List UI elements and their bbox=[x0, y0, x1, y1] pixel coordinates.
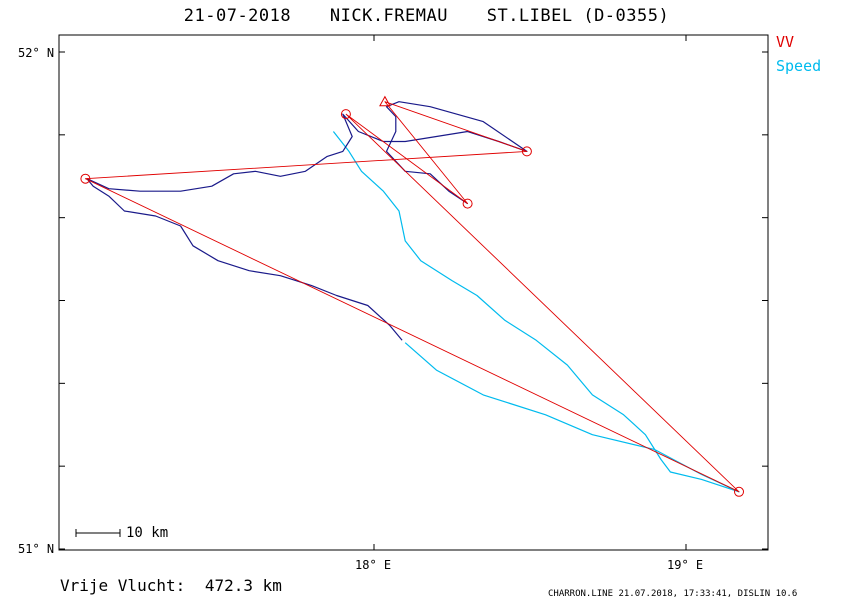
flight-track bbox=[86, 101, 528, 341]
task-points-layer bbox=[80, 95, 744, 497]
plot-frame bbox=[58, 34, 769, 551]
turnpoint-marker bbox=[521, 146, 532, 157]
turnpoint-marker bbox=[462, 198, 473, 209]
distance-label: Vrije Vlucht: bbox=[60, 576, 186, 595]
legend-speed: Speed bbox=[776, 57, 822, 75]
pilot-name: NICK.FREMAU bbox=[329, 6, 448, 26]
speed-track-layer bbox=[332, 131, 740, 493]
turnpoint-marker bbox=[734, 486, 744, 497]
turnpoint-marker bbox=[340, 109, 351, 120]
distance-value: 472.3 km bbox=[204, 576, 282, 595]
scale-label: 10 km bbox=[126, 525, 169, 541]
free-flight-distance: Vrije Vlucht: 472.3 km bbox=[60, 576, 292, 595]
lat-label-top: 52° N bbox=[18, 46, 55, 60]
footer-info: CHARRON.LINE 21.07.2018, 17:33:41, DISLI… bbox=[548, 589, 798, 599]
lon-label-18: 18° E bbox=[355, 558, 392, 572]
speed-track bbox=[332, 131, 740, 493]
map-title: 21-07-2018 NICK.FREMAU ST.LIBEL (D-0355) bbox=[0, 6, 853, 26]
task-route-layer bbox=[84, 101, 740, 493]
track-layer bbox=[86, 101, 528, 341]
legend-vv: VV bbox=[776, 33, 795, 51]
task-route bbox=[84, 101, 740, 493]
lon-label-19: 19° E bbox=[667, 558, 704, 572]
turnpoint-marker bbox=[80, 173, 91, 184]
axis-ticks bbox=[59, 35, 768, 550]
flight-date: 21-07-2018 bbox=[183, 6, 292, 26]
start-marker bbox=[379, 95, 391, 107]
lat-label-bottom: 51° N bbox=[18, 542, 55, 556]
glider-name: ST.LIBEL (D-0355) bbox=[486, 6, 670, 26]
